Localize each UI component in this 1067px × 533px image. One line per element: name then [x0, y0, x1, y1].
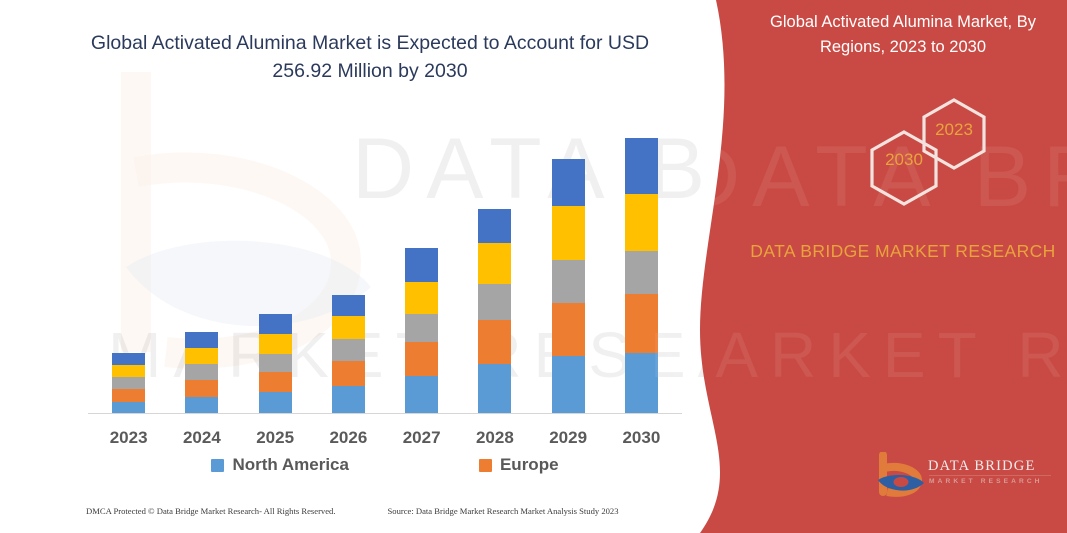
bar-segment	[551, 356, 585, 414]
bar-segment	[405, 376, 439, 414]
logo-main-text: DATA BRIDGE	[928, 458, 1036, 474]
bar-segment	[551, 206, 585, 260]
bar-column-2023	[93, 120, 165, 414]
bar-column-2025	[239, 120, 311, 414]
footer-dmca-text: DMCA Protected © Data Bridge Market Rese…	[86, 506, 336, 516]
footer: DMCA Protected © Data Bridge Market Rese…	[0, 506, 700, 516]
bar-column-2028	[459, 120, 531, 414]
hexagon-2030-label: 2030	[885, 150, 923, 169]
x-axis-label-2028: 2028	[475, 428, 514, 447]
bar-segment	[624, 353, 658, 414]
chart-plot-area	[92, 120, 678, 414]
company-logo: DATA BRIDGE MARKET RESEARCH	[876, 451, 1058, 504]
bar-column-2030	[605, 120, 677, 414]
legend-swatch-icon	[478, 458, 492, 472]
bar-segment	[112, 353, 146, 365]
bar-segment	[258, 372, 292, 392]
bar-segment	[478, 243, 512, 284]
chart-panel: Global Activated Alumina Market is Expec…	[0, 32, 700, 516]
brand-panel-title: Global Activated Alumina Market, By Regi…	[770, 13, 1036, 56]
bar-segment	[405, 248, 439, 282]
bar-segment	[624, 138, 658, 194]
bar-segment	[112, 377, 146, 389]
logo-mark-icon	[878, 451, 924, 497]
x-axis-line	[88, 413, 682, 414]
legend-label: Europe	[499, 455, 559, 474]
x-axis-label-2029: 2029	[549, 428, 588, 447]
bar-segment	[478, 284, 512, 320]
bar-segment	[258, 392, 292, 414]
page-title: Global Activated Alumina Market is Expec…	[90, 32, 650, 82]
logo-divider	[929, 475, 1051, 477]
bar-segment	[112, 402, 146, 414]
bar-segment	[331, 339, 365, 361]
bar-column-2027	[386, 120, 458, 414]
bar-segment	[185, 348, 219, 364]
bar-segment	[551, 303, 585, 356]
bar-column-2024	[166, 120, 238, 414]
bar-segment	[331, 386, 365, 414]
x-axis-label-2025: 2025	[256, 428, 295, 447]
stacked-bar[interactable]	[331, 295, 365, 414]
bar-segment	[258, 334, 292, 354]
bar-segment	[112, 389, 146, 402]
footer-source-text: Source: Data Bridge Market Research Mark…	[387, 506, 619, 516]
bar-segment	[331, 295, 365, 316]
bar-column-2029	[532, 120, 604, 414]
legend-swatch-icon	[211, 458, 225, 472]
stacked-bar[interactable]	[624, 138, 658, 414]
stacked-bar[interactable]	[258, 314, 292, 414]
legend-item-europe[interactable]: Europe	[478, 455, 559, 475]
bar-segment	[478, 364, 512, 414]
x-axis-label-2026: 2026	[329, 428, 368, 447]
stacked-bar[interactable]	[551, 159, 585, 414]
brand-panel-content: DATA BRIDGE MARKET RESEARCH Global Activ…	[650, 0, 1067, 533]
bar-segment	[185, 380, 219, 397]
stacked-bar[interactable]	[405, 248, 439, 414]
bar-segment	[624, 194, 658, 251]
brand-watermark-bottom: MARKET RESEARCH	[650, 319, 1067, 391]
bar-segment	[331, 316, 365, 339]
stacked-bar[interactable]	[185, 332, 219, 414]
logo-sub-text: MARKET RESEARCH	[929, 478, 1043, 485]
bar-column-2026	[312, 120, 384, 414]
bar-segment	[405, 282, 439, 314]
hexagon-2023-label: 2023	[935, 120, 973, 139]
bar-segment	[185, 364, 219, 380]
legend-item-north-america[interactable]: North America	[211, 455, 349, 475]
legend-label: North America	[232, 455, 349, 474]
bar-segment	[112, 365, 146, 377]
bar-segment	[405, 342, 439, 376]
x-axis-labels: 2023 2024 2025 2026 2027 2028 2029 2030	[92, 428, 678, 448]
x-axis-label-2027: 2027	[402, 428, 441, 447]
bar-segment	[551, 260, 585, 303]
bar-segment	[331, 361, 365, 386]
stacked-bar-chart	[88, 120, 682, 414]
chart-legend: North America Europe	[92, 455, 678, 475]
x-axis-label-2030: 2030	[622, 428, 661, 447]
bar-segment	[185, 332, 219, 348]
x-axis-label-2023: 2023	[109, 428, 148, 447]
bar-segment	[624, 251, 658, 294]
bar-segment	[624, 294, 658, 353]
bar-segment	[551, 159, 585, 206]
bar-segment	[478, 320, 512, 364]
bar-segment	[405, 314, 439, 342]
bar-segment	[185, 397, 219, 414]
x-axis-label-2024: 2024	[182, 428, 221, 447]
stacked-bar[interactable]	[478, 209, 512, 414]
bar-segment	[478, 209, 512, 243]
bar-segment	[258, 314, 292, 334]
hexagon-badges: 2023 2030	[810, 92, 1010, 222]
brand-name-text: DATA BRIDGE MARKET RESEARCH	[750, 241, 1056, 261]
stacked-bar[interactable]	[112, 353, 146, 414]
bar-segment	[258, 354, 292, 372]
